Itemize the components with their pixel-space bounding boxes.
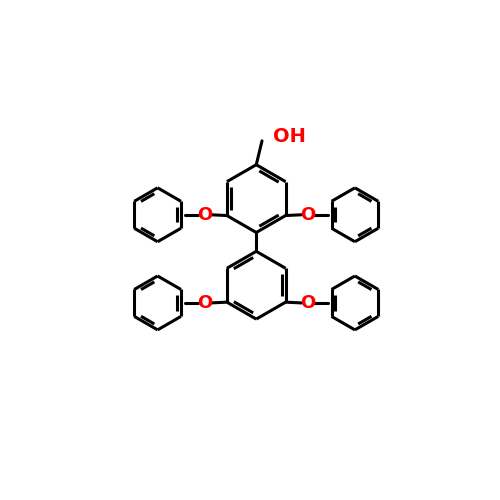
Text: O: O (197, 294, 212, 312)
Text: O: O (197, 206, 212, 224)
Text: O: O (300, 294, 316, 312)
Text: O: O (300, 206, 316, 224)
Text: OH: OH (273, 126, 306, 146)
